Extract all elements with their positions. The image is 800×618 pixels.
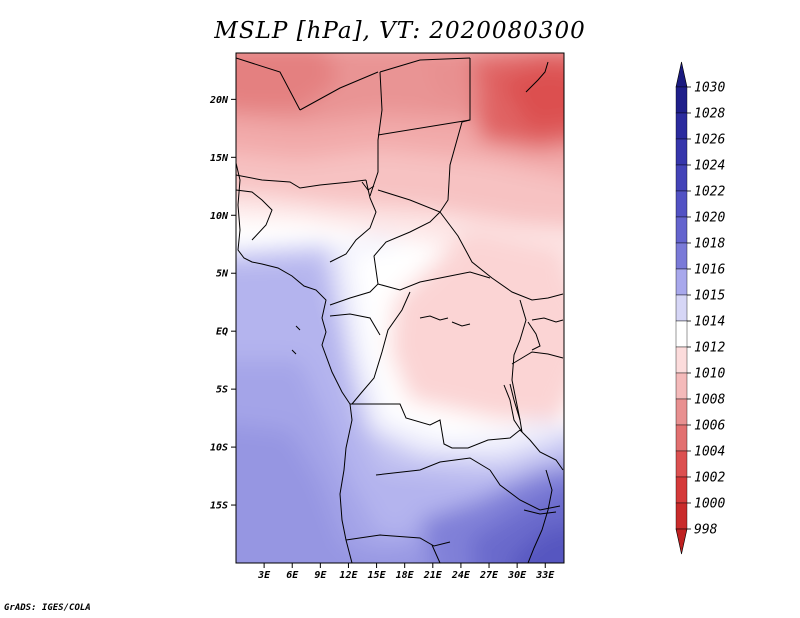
lat-tick-label: 15N (210, 153, 229, 164)
colorbar-level-label: 1022 (694, 185, 725, 200)
colorbar-level-label: 1024 (694, 159, 725, 174)
colorbar-swatch (675, 190, 688, 218)
lat-tick-label: 10S (210, 443, 228, 454)
colorbar-level-label: 1000 (694, 497, 725, 512)
colorbar-swatch (675, 138, 688, 166)
lat-tick-label: 15S (210, 501, 228, 512)
colorbar-swatch (675, 112, 688, 140)
colorbar-level-label: 998 (694, 523, 718, 538)
colorbar-level-label: 1012 (694, 341, 725, 356)
pressure-field (236, 53, 564, 563)
colorbar-swatch (675, 294, 688, 322)
lon-tick-label: 30E (507, 570, 527, 581)
lon-tick-label: 3E (257, 570, 271, 581)
colorbar-swatch (675, 424, 688, 452)
lon-tick-label: 24E (451, 570, 471, 581)
colorbar-level-label: 1020 (694, 211, 725, 226)
colorbar-level-label: 1015 (694, 289, 725, 304)
longitude-axis: 3E 6E 9E 12E 15E 18E 21E 24E 27E 30E 33E (257, 563, 555, 581)
lat-tick-label: 5S (216, 385, 228, 396)
lat-tick-label: 20N (209, 95, 229, 106)
lon-tick-label: 6E (286, 570, 299, 581)
colorbar-swatch (675, 476, 688, 504)
lon-tick-label: 18E (396, 570, 415, 581)
colorbar-swatch (675, 398, 688, 426)
colorbar: 1030 1028 1026 1024 1022 1020 1018 1016 1015 1014… (675, 61, 725, 555)
map-frame (235, 52, 565, 564)
colorbar-swatch (675, 242, 688, 270)
grads-credit: GrADS: IGES/COLA (4, 603, 91, 613)
colorbar-swatch (675, 164, 688, 192)
lon-tick-label: 9E (314, 570, 327, 581)
colorbar-level-label: 1006 (694, 419, 725, 434)
colorbar-level-label: 1014 (694, 315, 725, 330)
colorbar-level-label: 1010 (694, 367, 725, 382)
colorbar-level-label: 1026 (694, 133, 725, 148)
lon-tick-label: 27E (479, 570, 499, 581)
colorbar-level-label: 1008 (694, 393, 725, 408)
plot-title: MSLP [hPa], VT: 2020080300 (214, 18, 586, 44)
colorbar-level-label: 1028 (694, 107, 725, 122)
colorbar-level-label: 1002 (694, 471, 725, 486)
lat-tick-label: EQ (216, 327, 228, 338)
country-borders (236, 57, 564, 563)
lat-tick-label: 10N (210, 211, 229, 222)
colorbar-level-label: 1018 (694, 237, 725, 252)
lon-tick-label: 15E (368, 570, 387, 581)
colorbar-top-arrow (675, 61, 688, 88)
colorbar-swatch (675, 372, 688, 400)
colorbar-level-label: 1016 (694, 263, 725, 278)
colorbar-level-label: 1004 (694, 445, 725, 460)
latitude-axis: 20N 15N 10N 5N EQ 5S 10S 15S (209, 95, 236, 512)
colorbar-swatch (675, 502, 688, 530)
colorbar-swatch (675, 450, 688, 478)
lon-tick-label: 21E (423, 570, 443, 581)
colorbar-swatch (675, 346, 688, 374)
colorbar-level-label: 1030 (694, 81, 725, 96)
lat-tick-label: 5N (216, 269, 229, 280)
colorbar-bottom-arrow (675, 528, 688, 555)
lon-tick-label: 33E (535, 570, 555, 581)
lon-tick-label: 12E (339, 570, 358, 581)
colorbar-swatch (675, 216, 688, 244)
colorbar-swatch (675, 268, 688, 296)
colorbar-swatch (675, 86, 688, 114)
colorbar-swatch (675, 320, 688, 348)
